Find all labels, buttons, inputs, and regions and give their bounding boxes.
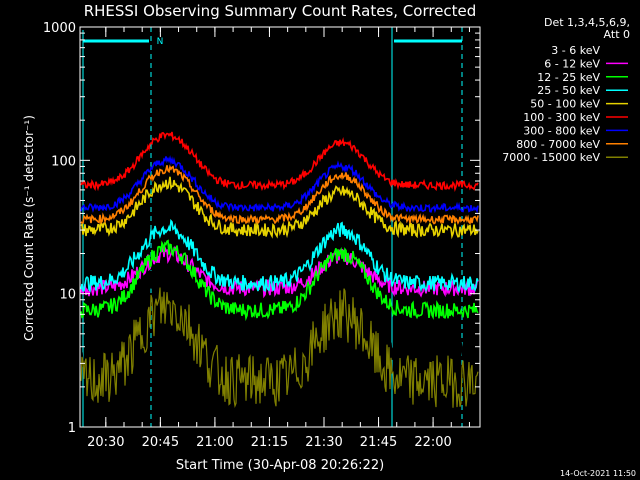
legend-label-6-12kev: 6 - 12 keV bbox=[544, 57, 600, 70]
series-line-800-7000kev bbox=[80, 164, 479, 225]
x-tick-label: 21:30 bbox=[305, 435, 342, 450]
plot-timestamp: 14-Oct-2021 11:50 bbox=[560, 469, 636, 478]
legend-label-800-7000kev: 800 - 7000 keV bbox=[516, 138, 600, 151]
legend-label-25-50kev: 25 - 50 keV bbox=[537, 84, 600, 97]
chart-marks: N bbox=[80, 27, 479, 427]
legend-header-line-2: Att 0 bbox=[604, 28, 630, 41]
y-tick-label: 100 bbox=[51, 154, 76, 169]
y-tick-label: 1 bbox=[68, 421, 76, 436]
series-line-6-12kev bbox=[80, 245, 479, 299]
legend-header-line-1: Det 1,3,4,5,6,9, bbox=[544, 16, 630, 29]
chart-title: RHESSI Observing Summary Count Rates, Co… bbox=[84, 2, 477, 20]
legend-label-50-100kev: 50 - 100 keV bbox=[530, 98, 600, 111]
legend-label-300-800kev: 300 - 800 keV bbox=[523, 124, 600, 137]
x-tick-label: 22:00 bbox=[414, 435, 451, 450]
y-axis-label: Corrected Count Rate (s⁻¹ detector⁻¹) bbox=[22, 115, 36, 341]
series-line-300-800kev bbox=[80, 155, 479, 214]
axis-ticks: 1 10 100 1000 20:30 20:45 21:00 21:15 21:30 21:45… bbox=[43, 21, 480, 450]
series-line-3-6kev bbox=[80, 252, 479, 371]
plot-frame bbox=[79, 26, 481, 428]
x-tick-label: 21:00 bbox=[196, 435, 233, 450]
y-tick-label: 10 bbox=[59, 288, 76, 303]
series-line-100-300kev bbox=[80, 131, 479, 193]
legend-label-7000-15000kev: 7000 - 15000 keV bbox=[502, 151, 600, 164]
series-line-25-50kev bbox=[80, 218, 479, 293]
x-tick-label: 21:15 bbox=[251, 435, 288, 450]
series-line-12-25kev bbox=[80, 239, 479, 322]
legend-label-100-300kev: 100 - 300 keV bbox=[523, 111, 600, 124]
x-axis-label: Start Time (30-Apr-08 20:26:22) bbox=[176, 458, 384, 473]
flag-label-n: N bbox=[157, 37, 164, 47]
legend-label-3-6kev: 3 - 6 keV bbox=[551, 44, 600, 57]
x-tick-label: 20:45 bbox=[142, 435, 179, 450]
y-tick-label: 1000 bbox=[43, 21, 76, 36]
legend-label-12-25kev: 12 - 25 keV bbox=[537, 71, 600, 84]
x-tick-label: 20:30 bbox=[87, 435, 124, 450]
series-line-50-100kev bbox=[80, 176, 479, 240]
x-tick-label: 21:45 bbox=[360, 435, 397, 450]
series-line-7000-15000kev bbox=[80, 287, 479, 409]
